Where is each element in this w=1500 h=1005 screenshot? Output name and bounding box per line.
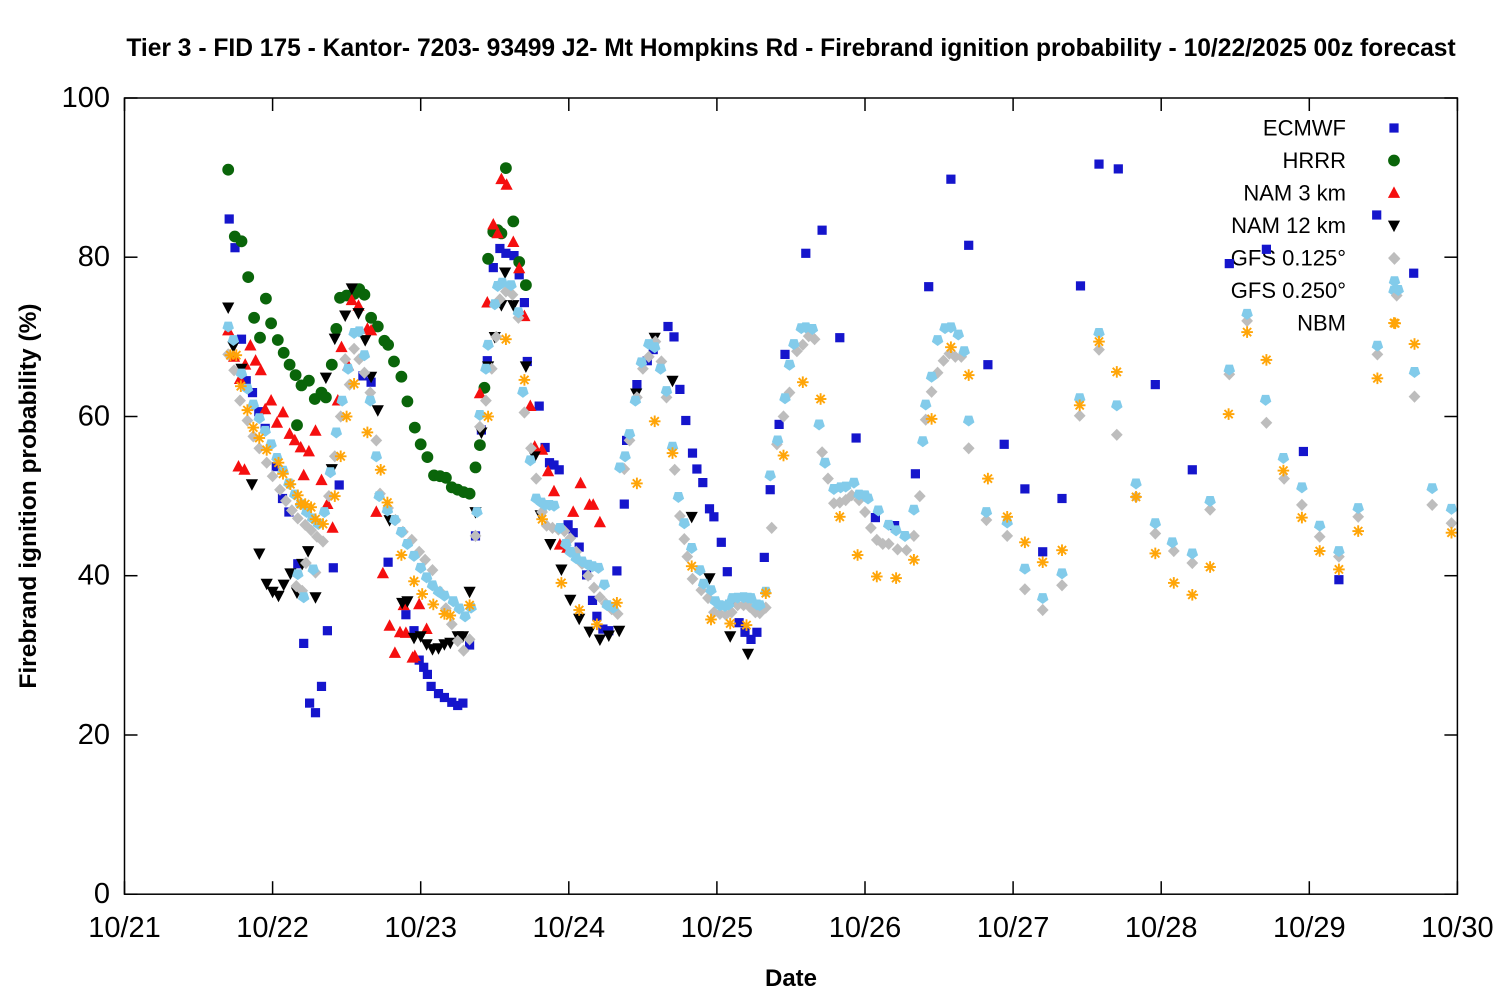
svg-text:80: 80 [78, 241, 110, 273]
svg-text:NAM 3 km: NAM 3 km [1243, 181, 1346, 206]
svg-text:10/24: 10/24 [533, 912, 606, 944]
svg-text:Date: Date [765, 965, 817, 992]
svg-text:20: 20 [78, 719, 110, 751]
svg-text:10/30: 10/30 [1421, 912, 1494, 944]
svg-text:10/29: 10/29 [1273, 912, 1346, 944]
svg-text:GFS 0.125°: GFS 0.125° [1231, 246, 1346, 271]
svg-text:40: 40 [78, 560, 110, 592]
svg-text:10/21: 10/21 [88, 912, 161, 944]
svg-text:Firebrand ignition probability: Firebrand ignition probability (%) [15, 303, 42, 688]
svg-text:60: 60 [78, 401, 110, 433]
svg-text:10/27: 10/27 [977, 912, 1050, 944]
svg-text:10/26: 10/26 [829, 912, 902, 944]
svg-text:ECMWF: ECMWF [1263, 116, 1346, 141]
svg-text:10/23: 10/23 [384, 912, 457, 944]
svg-text:GFS 0.250°: GFS 0.250° [1231, 278, 1346, 303]
svg-text:NAM 12 km: NAM 12 km [1231, 213, 1346, 238]
svg-text:HRRR: HRRR [1282, 148, 1346, 173]
svg-text:Tier 3 - FID 175 - Kantor- 720: Tier 3 - FID 175 - Kantor- 7203- 93499 J… [126, 35, 1455, 62]
svg-text:NBM: NBM [1297, 311, 1346, 336]
svg-text:10/25: 10/25 [681, 912, 754, 944]
svg-text:10/28: 10/28 [1125, 912, 1198, 944]
svg-text:0: 0 [94, 878, 110, 910]
svg-text:100: 100 [62, 82, 110, 114]
svg-text:10/22: 10/22 [236, 912, 309, 944]
